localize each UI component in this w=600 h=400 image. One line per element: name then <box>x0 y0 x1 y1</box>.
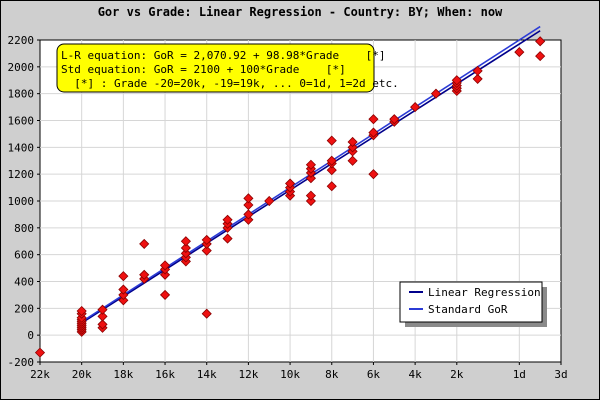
data-point <box>305 173 316 184</box>
equation-box: L-R equation: GoR = 2,070.92 + 98.98*Gra… <box>56 43 399 93</box>
y-tick-label: 200 <box>14 302 34 315</box>
data-point <box>285 178 296 189</box>
legend-label-standard-gor: Standard GoR <box>428 303 508 316</box>
data-point <box>76 305 87 317</box>
y-tick-label: 1000 <box>8 195 35 208</box>
legend-box <box>399 281 543 323</box>
data-point <box>305 195 316 207</box>
data-point <box>264 195 275 207</box>
data-point <box>222 214 233 225</box>
data-point <box>535 36 546 47</box>
data-point <box>118 289 129 300</box>
data-point <box>118 295 129 306</box>
y-tick-label: 1800 <box>8 88 35 101</box>
data-point <box>118 271 129 282</box>
data-point <box>472 73 483 84</box>
x-tick-label: 3d <box>554 368 567 381</box>
y-tick-label: 0 <box>27 329 34 342</box>
y-tick-label: 1400 <box>8 141 35 154</box>
x-tick-label: 10k <box>280 368 300 381</box>
data-point <box>326 135 337 146</box>
equation-box-background <box>56 43 375 93</box>
x-tick-label: 12k <box>238 368 258 381</box>
data-point <box>34 347 46 358</box>
data-point <box>201 308 212 319</box>
data-point <box>180 248 191 259</box>
x-tick-label: 1d <box>513 368 526 381</box>
data-point <box>368 127 379 138</box>
equation-line-2: Std equation: GoR = 2100 + 100*Grade [*] <box>61 63 346 76</box>
data-point <box>159 289 171 300</box>
x-tick-label: 20k <box>72 368 92 381</box>
data-point <box>347 136 358 148</box>
data-point <box>97 311 108 322</box>
data-point <box>243 209 254 220</box>
x-tick-label: 18k <box>113 368 133 381</box>
data-point <box>514 47 525 58</box>
x-tick-label: 6k <box>367 368 381 381</box>
data-point <box>139 238 150 249</box>
y-tick-label: 800 <box>14 222 34 235</box>
y-tick-label: 2000 <box>8 61 35 74</box>
data-point <box>326 155 337 166</box>
data-point <box>305 190 316 201</box>
data-point <box>243 193 254 204</box>
chart-title: Gor vs Grade: Linear Regression - Countr… <box>98 5 503 19</box>
data-point <box>451 75 462 86</box>
data-point <box>410 102 421 113</box>
x-tick-label: 16k <box>155 368 175 381</box>
data-point <box>368 169 379 180</box>
data-point <box>201 245 212 256</box>
legend-label-linear-regression: Linear Regression <box>428 286 541 299</box>
data-point <box>159 269 171 280</box>
data-point <box>118 284 129 295</box>
legend: Linear Regression Standard GoR <box>399 281 547 327</box>
data-point <box>305 159 316 170</box>
x-tick-label: 4k <box>408 368 422 381</box>
x-tick-label: 8k <box>325 368 339 381</box>
data-point <box>389 114 400 125</box>
series-layer <box>34 25 546 358</box>
data-point <box>222 233 233 244</box>
data-point <box>243 199 254 211</box>
data-point <box>97 319 108 330</box>
data-point <box>368 114 379 125</box>
equation-footnote: [*] : Grade -20=20k, -19=19k, ... 0=1d, … <box>61 77 399 90</box>
y-tick-label: 2200 <box>8 34 35 47</box>
equation-line-1: L-R equation: GoR = 2,070.92 + 98.98*Gra… <box>61 49 386 62</box>
x-tick-label: 22k <box>30 368 50 381</box>
data-point <box>180 242 191 254</box>
data-point <box>97 304 108 315</box>
data-point <box>139 269 150 280</box>
y-tick-label: 1200 <box>8 168 35 181</box>
data-point <box>535 51 546 62</box>
x-tick-label: 2k <box>450 368 464 381</box>
data-point <box>347 155 358 166</box>
data-point <box>180 236 191 247</box>
data-point <box>159 260 171 271</box>
axes: -200 0 200 400 600 800 1000 1200 1400 1600 1800 200… <box>8 34 568 381</box>
data-point <box>201 234 212 245</box>
y-tick-label: 1600 <box>8 115 35 128</box>
data-point <box>326 181 337 192</box>
data-point <box>326 165 337 176</box>
data-point <box>430 88 442 99</box>
x-tick-label: 14k <box>197 368 217 381</box>
y-tick-label: 400 <box>14 276 34 289</box>
y-tick-label: -200 <box>8 356 35 369</box>
data-point <box>472 65 483 76</box>
y-tick-label: 600 <box>14 249 34 262</box>
data-point <box>243 214 254 225</box>
data-point <box>347 142 358 153</box>
